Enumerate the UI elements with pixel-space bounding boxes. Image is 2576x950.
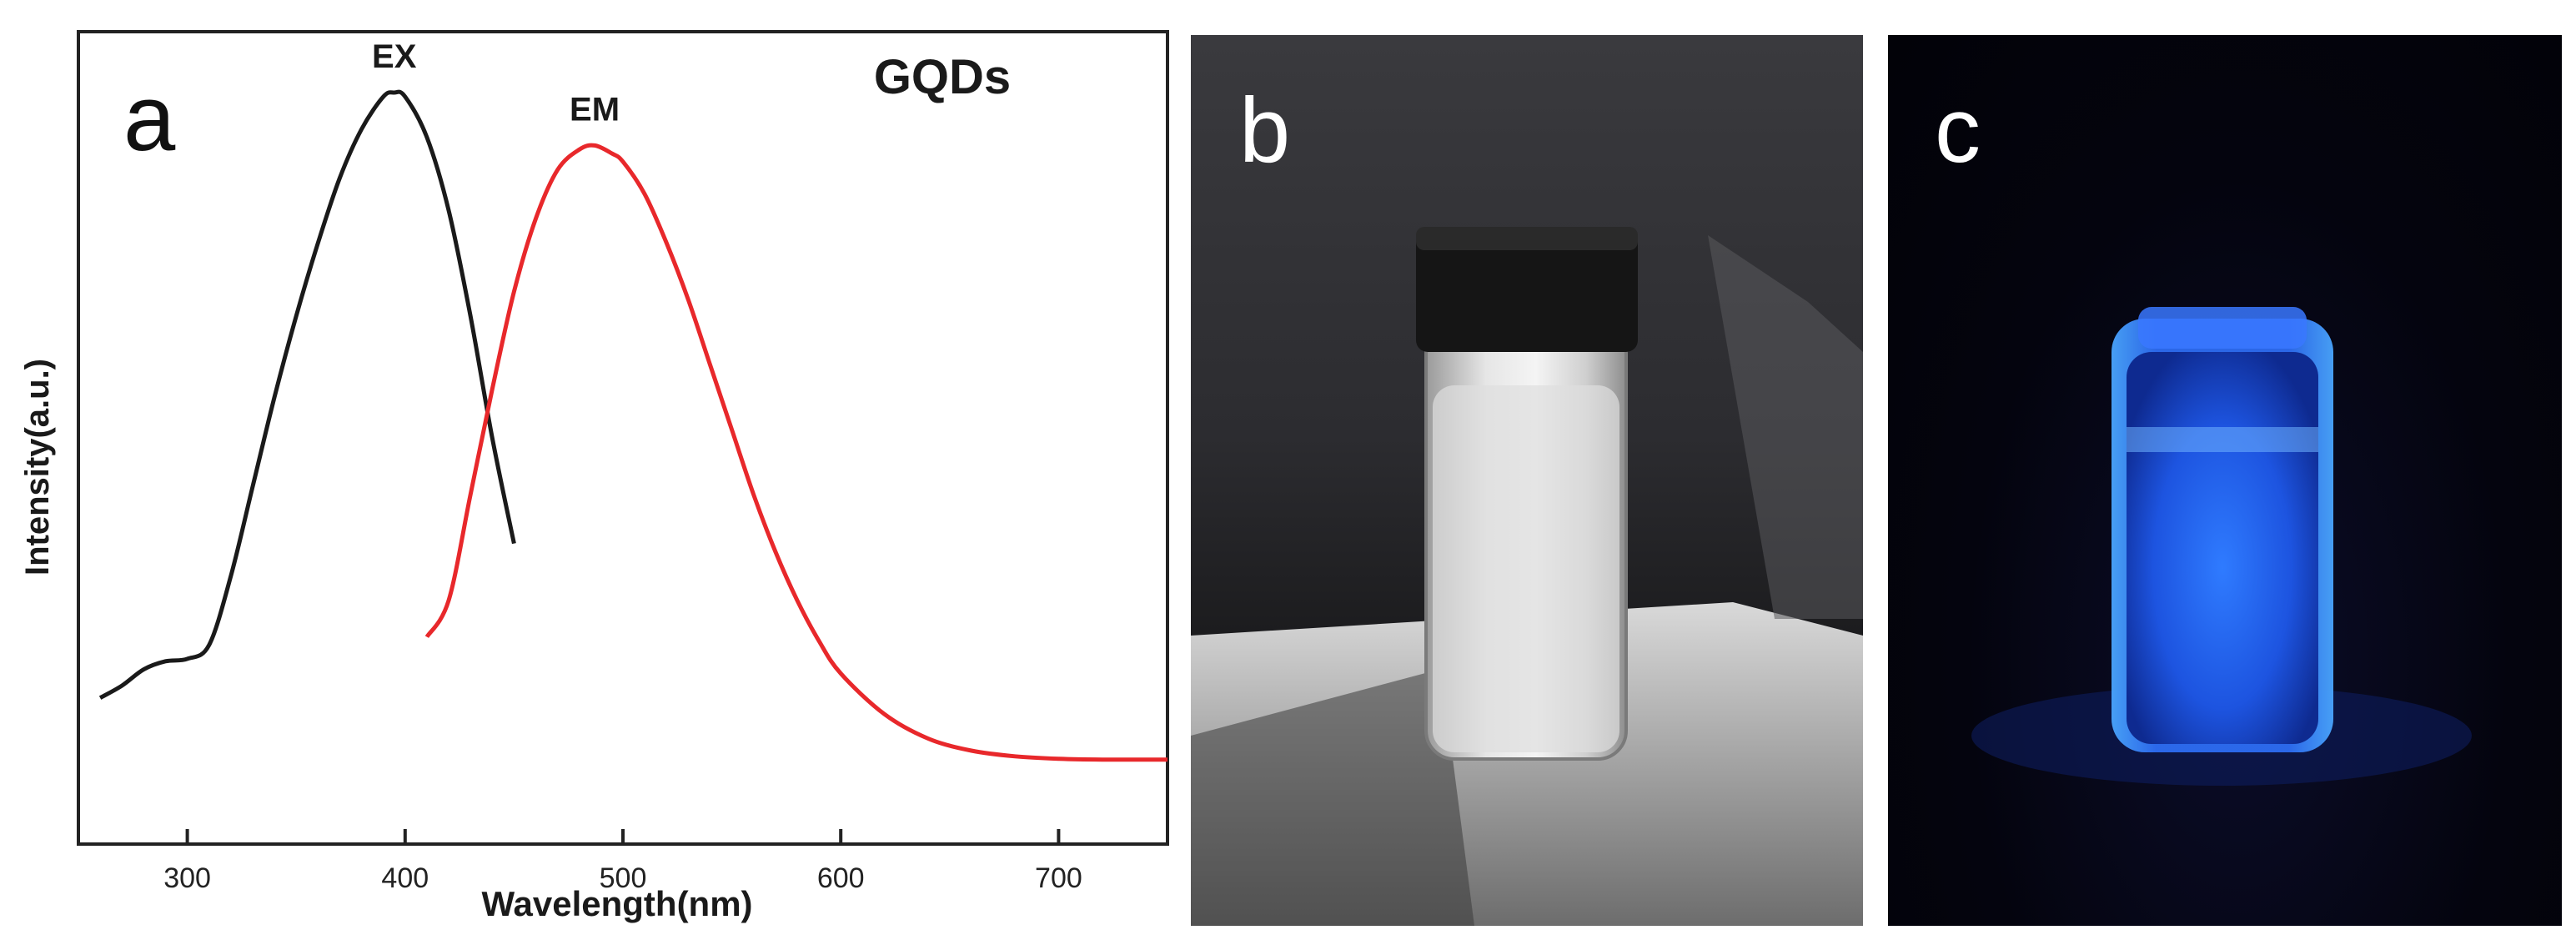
- panel-letter-a: a: [123, 66, 176, 170]
- series-line-em: [424, 143, 1168, 762]
- x-tick-label-600: 600: [817, 862, 865, 894]
- vial-uv-illustration: [1971, 307, 2472, 786]
- chart-title: GQDs: [874, 50, 1011, 104]
- photo-vial-uv-fluorescence: c: [1888, 35, 2562, 926]
- curve-label-em: EM: [570, 91, 620, 128]
- series-line-ex: [98, 89, 516, 700]
- x-tick-label-500: 500: [600, 862, 647, 894]
- photo-vial-daylight: b: [1191, 35, 1863, 926]
- x-axis-tick-labels: 300 400 500 600 700: [163, 862, 1082, 894]
- series-group: [98, 89, 1168, 762]
- plot-frame: [77, 30, 1169, 846]
- vial-daylight-illustration: [1191, 227, 1863, 926]
- curve-labels: EX EM: [372, 38, 620, 128]
- panel-letter-c: c: [1935, 79, 1981, 182]
- x-tick-label-700: 700: [1035, 862, 1082, 894]
- x-tick-label-300: 300: [163, 862, 211, 894]
- x-axis-ticks: [185, 829, 1061, 844]
- spectra-chart: 300 400 500 600 700 EX EM GQDs Wavelength(nm)…: [19, 30, 1169, 923]
- x-axis-label: Wavelength(nm): [481, 884, 752, 923]
- x-tick-label-400: 400: [381, 862, 429, 894]
- y-axis-label: Intensity(a.u.): [19, 359, 56, 576]
- curve-label-ex: EX: [372, 38, 417, 75]
- panel-letter-b: b: [1239, 79, 1291, 182]
